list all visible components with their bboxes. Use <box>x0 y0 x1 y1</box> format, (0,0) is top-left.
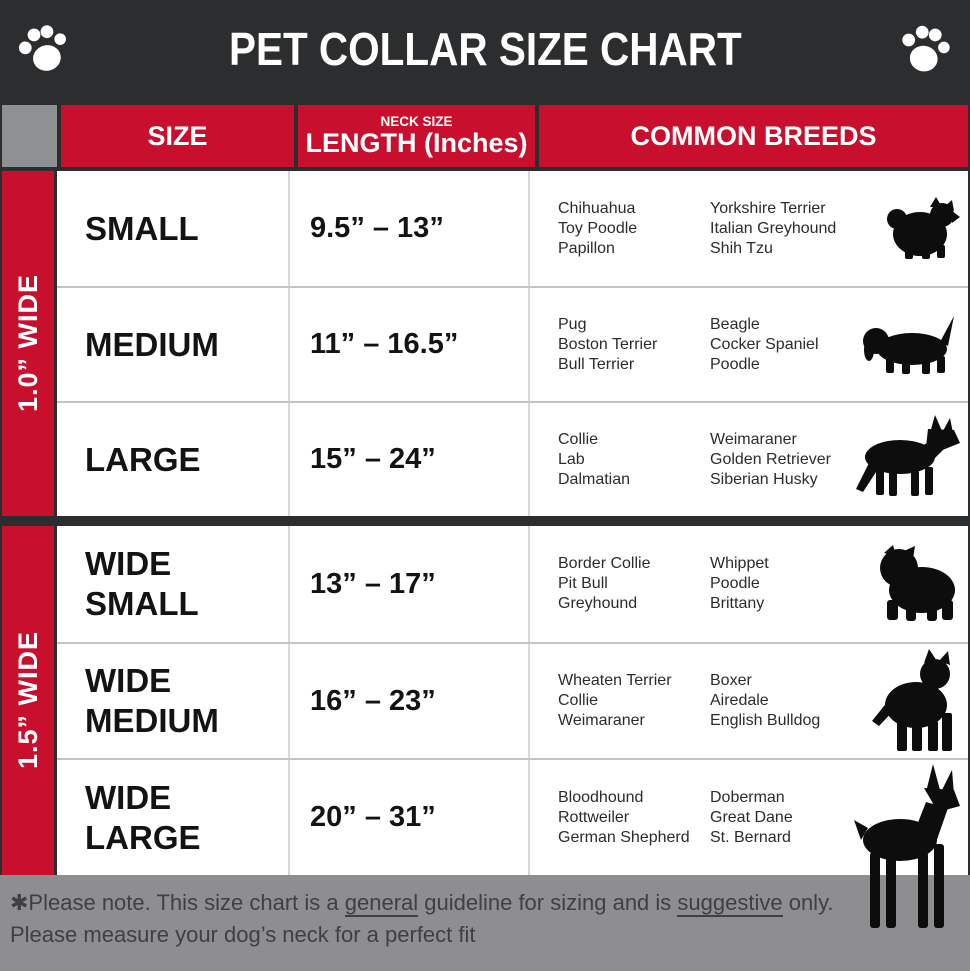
breed-list: Chihuahua Toy Poodle Papillon <box>558 199 638 257</box>
section-divider <box>2 516 968 526</box>
row-wide-medium: WIDE MEDIUM 16” – 23” Wheaten Terrier Col… <box>57 642 968 758</box>
row-wide-small: WIDE SMALL 13” – 17” Border Collie Pit Bu… <box>57 526 968 642</box>
column-header-common-breeds: COMMON BREEDS <box>539 105 968 167</box>
length-inches-label: LENGTH (Inches) <box>305 127 528 158</box>
paw-print-icon <box>18 25 66 71</box>
title-bar: PET COLLAR SIZE CHART <box>0 0 970 97</box>
breed-list: Wheaten Terrier Collie Weimaraner <box>558 672 672 729</box>
side-label-1-0-wide: 1.0” WIDE <box>12 274 43 413</box>
bulldog-dog-icon <box>880 545 955 621</box>
footer-line-2: Please measure your dog’s neck for a per… <box>10 922 476 947</box>
breed-list: Doberman Great Dane St. Bernard <box>710 788 793 846</box>
underlined-word-suggestive: suggestive <box>677 890 783 917</box>
beagle-dog-icon <box>863 315 954 374</box>
table-body: 1.0” WIDE SMALL 9.5” – 13” Chihuahua Toy … <box>0 167 970 928</box>
breed-list: Yorkshire Terrier Italian Greyhound Shih T… <box>710 199 837 257</box>
section-1-0-wide: 1.0” WIDE SMALL 9.5” – 13” Chihuahua Toy … <box>2 171 968 516</box>
breed-list: Weimaraner Golden Retriever Siberian Husky <box>710 430 831 488</box>
size-cell: WIDE SMALL <box>85 545 199 622</box>
breed-list: Beagle Cocker Spaniel Poodle <box>710 315 819 373</box>
length-cell: 9.5” – 13” <box>288 171 528 286</box>
pomeranian-dog-icon <box>887 196 960 259</box>
side-label-1-5-wide: 1.5” WIDE <box>12 631 43 770</box>
breeds-cell: Chihuahua Toy Poodle Papillon Yorkshire Te… <box>528 171 968 286</box>
row-large: LARGE 15” – 24” Collie Lab Dalmatian Weima… <box>57 401 968 516</box>
column-header-row: SIZE NECK SIZE LENGTH (Inches) COMMON BR… <box>0 97 970 167</box>
column-header-length: NECK SIZE LENGTH (Inches) <box>298 105 535 167</box>
breed-list: Bloodhound Rottweiler German Shepherd <box>558 788 690 846</box>
breed-list: Pug Boston Terrier Bull Terrier <box>558 315 658 373</box>
footer-line-1: ✱Please note. This size chart is a gener… <box>10 890 834 917</box>
breeds-cell: Wheaten Terrier Collie Weimaraner Boxer Air… <box>528 644 968 758</box>
row-small: SMALL 9.5” – 13” Chihuahua Toy Poodle Papi… <box>57 171 968 286</box>
size-cell: LARGE <box>85 440 201 478</box>
side-bar-1-5-wide: 1.5” WIDE <box>2 526 57 875</box>
breeds-cell: Border Collie Pit Bull Greyhound Whippet Po… <box>528 526 968 642</box>
breed-list: Whippet Poodle Brittany <box>710 555 769 612</box>
length-cell: 16” – 23” <box>288 644 528 758</box>
section-1-5-wide: 1.5” WIDE WIDE SMALL 13” – 17” Border Co… <box>2 526 968 928</box>
breed-list: Collie Lab Dalmatian <box>558 430 631 488</box>
row-wide-large: WIDE LARGE 20” – 31” Bloodhound Rottweile… <box>57 758 968 928</box>
size-cell: WIDE MEDIUM <box>85 662 219 739</box>
breeds-cell: Bloodhound Rottweiler German Shepherd Dobe… <box>528 760 968 928</box>
pit-bull-dog-icon <box>872 649 952 751</box>
length-cell: 20” – 31” <box>288 760 528 875</box>
german-shepherd-dog-icon <box>856 414 960 496</box>
length-cell: 13” – 17” <box>288 526 528 642</box>
paw-print-icon <box>902 25 950 72</box>
breeds-cell: Collie Lab Dalmatian Weimaraner Golden Retr… <box>528 403 968 516</box>
size-cell: SMALL <box>85 209 199 247</box>
length-cell: 15” – 24” <box>288 403 528 516</box>
breed-list: Border Collie Pit Bull Greyhound <box>558 555 651 612</box>
footer-note: ✱Please note. This size chart is a gener… <box>0 875 970 971</box>
size-cell: WIDE LARGE <box>85 778 201 856</box>
column-header-size: SIZE <box>61 105 294 167</box>
breeds-cell: Pug Boston Terrier Bull Terrier Beagle Cock… <box>528 288 968 401</box>
underlined-word-general: general <box>344 890 419 917</box>
corner-cell <box>2 105 57 167</box>
neck-size-label: NECK SIZE <box>380 113 453 129</box>
breed-list: Boxer Airedale English Bulldog <box>710 672 821 729</box>
doberman-dog-icon <box>854 764 960 928</box>
length-cell: 11” – 16.5” <box>288 288 528 401</box>
row-medium: MEDIUM 11” – 16.5” Pug Boston Terrier Bull… <box>57 286 968 401</box>
page-title: PET COLLAR SIZE CHART <box>228 22 742 75</box>
side-bar-1-0-wide: 1.0” WIDE <box>2 171 57 516</box>
size-cell: MEDIUM <box>85 325 219 363</box>
